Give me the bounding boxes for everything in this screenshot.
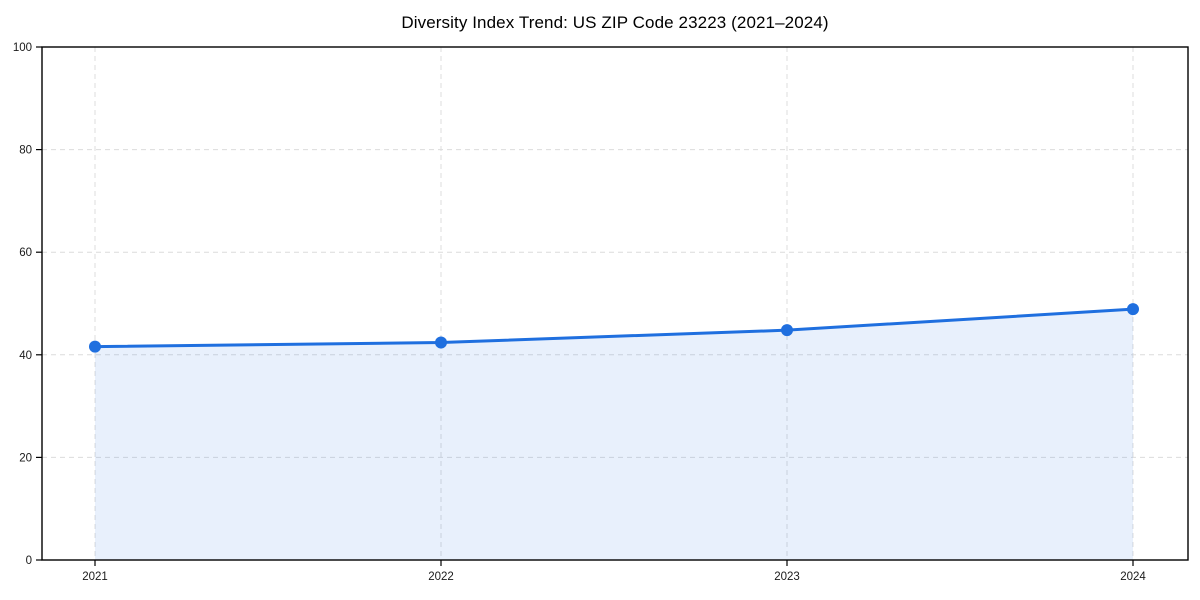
y-tick-label: 100 <box>13 42 32 54</box>
x-tick-label: 2023 <box>774 571 800 583</box>
chart-title: Diversity Index Trend: US ZIP Code 23223… <box>401 13 829 32</box>
trend-line <box>93 307 1135 349</box>
y-tick-label: 0 <box>26 555 32 567</box>
data-point-2021 <box>89 340 101 353</box>
area-fill <box>95 309 1133 560</box>
y-tick-label: 80 <box>19 145 32 157</box>
plot-border <box>41 46 1189 561</box>
y-tick-label: 60 <box>19 247 32 259</box>
x-tick-label: 2022 <box>428 571 454 583</box>
x-tick-label: 2021 <box>82 571 108 583</box>
y-tick-label: 20 <box>19 452 32 464</box>
x-tick-label: 2024 <box>1120 571 1146 583</box>
data-point-2023 <box>781 324 793 337</box>
data-point-2024 <box>1127 303 1139 316</box>
data-point-2022 <box>435 336 447 349</box>
y-tick-label: 40 <box>19 350 32 362</box>
